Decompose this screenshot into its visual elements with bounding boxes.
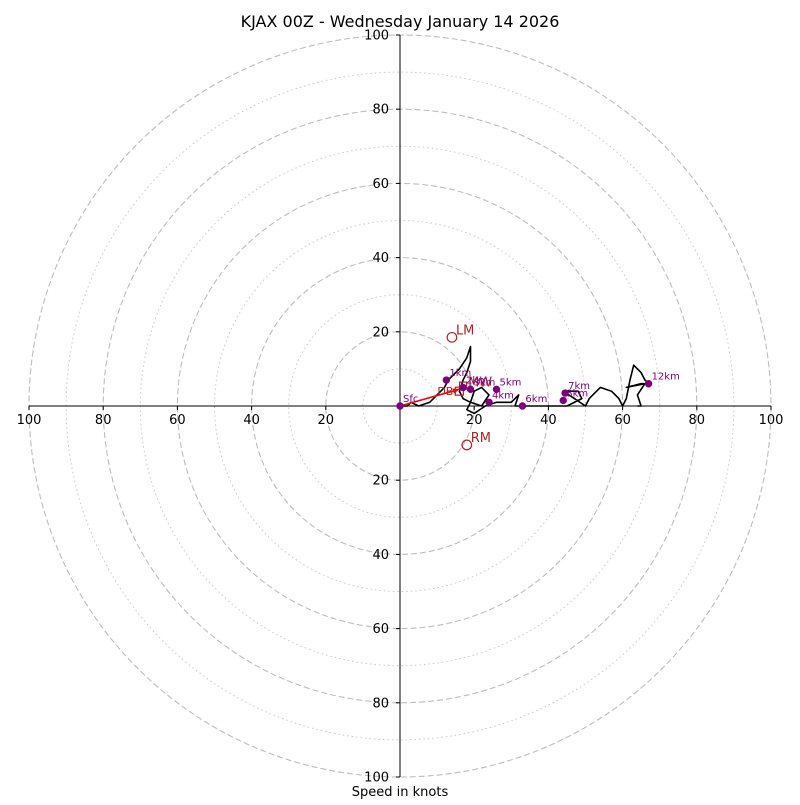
hodograph-trace bbox=[400, 345, 650, 415]
storm-motion-marker bbox=[446, 331, 458, 343]
chart-title: KJAX 00Z - Wednesday January 14 2026 bbox=[241, 12, 560, 31]
mean-wind-label: MW bbox=[468, 376, 492, 391]
y-tick-label: 80 bbox=[372, 696, 389, 711]
height-marker-label: 4km bbox=[492, 390, 514, 401]
y-tick-label: 100 bbox=[364, 29, 389, 44]
x-tick-label: 20 bbox=[466, 413, 483, 428]
x-tick-label: 60 bbox=[614, 413, 631, 428]
x-tick-label: 40 bbox=[540, 413, 557, 428]
storm-motion-label: RM bbox=[471, 431, 491, 446]
height-marker-label: 1km bbox=[449, 368, 471, 379]
height-marker-point bbox=[518, 402, 527, 410]
y-tick-label: 20 bbox=[372, 325, 389, 340]
x-tick-label: 80 bbox=[689, 413, 706, 428]
shear-vector bbox=[399, 388, 460, 407]
x-tick-label: 80 bbox=[95, 413, 112, 428]
height-marker-label: 2km bbox=[466, 375, 488, 386]
storm-motion-marker bbox=[461, 439, 473, 451]
x-axis-label: Speed in knots bbox=[352, 785, 449, 800]
height-marker-point bbox=[492, 385, 501, 394]
height-marker-point bbox=[466, 385, 475, 394]
y-tick-label: 100 bbox=[364, 771, 389, 786]
x-tick-label: 40 bbox=[243, 413, 260, 428]
x-tick-label: 100 bbox=[759, 413, 784, 428]
y-tick-label: 60 bbox=[372, 622, 389, 637]
height-marker-point bbox=[559, 396, 567, 405]
x-tick-label: 20 bbox=[318, 413, 335, 428]
tick-labels: 100 80 60 40 20 20 40 60 80 100 100 80 60 40 20 20 40 60 8… bbox=[17, 29, 784, 786]
bunkers-box-label: DB bbox=[437, 385, 453, 398]
height-marker-point bbox=[644, 380, 653, 388]
y-tick-label: 40 bbox=[372, 548, 389, 563]
height-marker-point bbox=[396, 402, 404, 410]
x-tick-label: 100 bbox=[17, 413, 42, 428]
y-tick-label: 60 bbox=[372, 177, 389, 192]
x-tick-label: 60 bbox=[169, 413, 186, 428]
height-marker-label: 8km bbox=[566, 388, 588, 399]
height-marker-point bbox=[442, 376, 451, 384]
y-tick-label: 40 bbox=[372, 251, 389, 266]
height-marker-label: 3km bbox=[473, 377, 495, 388]
height-marker-label: 6km bbox=[525, 394, 547, 405]
height-marker-point bbox=[485, 398, 493, 406]
height-marker-point bbox=[459, 383, 467, 392]
height-marker-label: 7km bbox=[568, 381, 590, 392]
height-marker-point bbox=[561, 389, 569, 397]
height-marker-label: Sfc bbox=[403, 394, 418, 405]
y-tick-label: 80 bbox=[372, 103, 389, 118]
storm-motion-label: LM bbox=[456, 323, 474, 338]
height-marker-label: 12km bbox=[652, 372, 680, 383]
y-tick-label: 20 bbox=[372, 474, 389, 489]
height-marker-label: 5km bbox=[499, 377, 521, 388]
